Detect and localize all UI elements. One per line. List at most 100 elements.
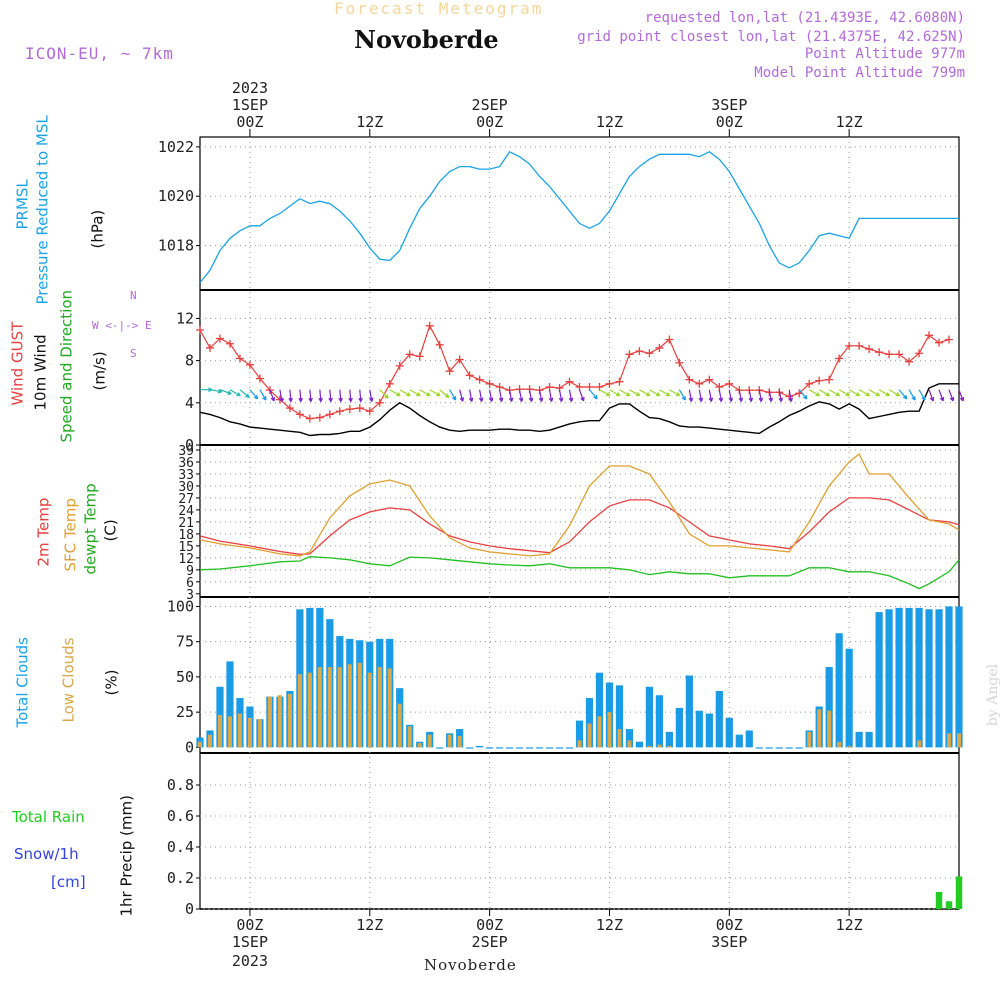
total-cloud-bar-39 (585, 698, 594, 748)
low-cloud-bar-0 (198, 741, 202, 748)
wind-arrow-74 (938, 389, 945, 402)
total-cloud-bar-75 (945, 606, 953, 748)
gust-marker-51 (705, 375, 714, 384)
total-cloud-bar-29 (486, 747, 494, 749)
total-clouds-label: Total Clouds (13, 637, 32, 728)
top-time-label-1: 12Z (356, 113, 383, 131)
top-date-label-4: 3SEP (711, 96, 747, 114)
gust-marker-68 (875, 348, 884, 357)
top-date-label-2: 2SEP (472, 96, 508, 114)
temperature-ytick-label-12: 39 (178, 444, 194, 459)
wind-arrow-64 (838, 389, 851, 397)
wind-arrow-47 (669, 389, 681, 397)
wind-arrow-55 (748, 389, 754, 402)
model-label: ICON-EU, ~ 7km (25, 44, 174, 63)
gust-marker-4 (235, 354, 244, 363)
dewpt-line (199, 556, 960, 590)
wind-arrow-75 (948, 389, 955, 402)
low-cloud-bar-3 (227, 716, 232, 748)
wind-arrow-73 (928, 389, 935, 402)
bottom-time-label-0: 00Z (236, 916, 263, 934)
gust-marker-41 (605, 379, 614, 388)
wind-arrow-28 (478, 389, 484, 402)
low-cloud-bar-15 (347, 664, 352, 748)
bottom-time-label-3: 12Z (596, 916, 623, 934)
wind-arrow-46 (659, 389, 671, 397)
bottom-time-label-4: 00Z (716, 916, 743, 934)
low-cloud-bar-5 (247, 717, 252, 748)
low-cloud-bar-26 (457, 736, 462, 748)
wind-arrow-58 (778, 389, 783, 402)
requested-coords: requested lon,lat (21.4393E, 42.6080N) (644, 10, 965, 26)
gust-marker-24 (435, 340, 444, 349)
total-cloud-bar-60 (795, 747, 803, 749)
top-time-label-2: 00Z (476, 113, 503, 131)
total-cloud-bar-54 (735, 734, 743, 748)
speed-direction-label: Speed and Direction (57, 289, 76, 443)
gust-marker-16 (355, 404, 364, 413)
gust-marker-0 (196, 326, 204, 335)
wind-arrow-13 (328, 389, 333, 402)
total-cloud-bar-46 (655, 695, 663, 748)
pressure-unit-label: (hPa) (88, 209, 107, 249)
temperature-ytick-label-0: 3 (186, 588, 194, 603)
rain-bar-2 (955, 876, 963, 909)
temperature-ytick-label-4: 15 (178, 540, 194, 555)
clouds-ytick-label-0: 0 (185, 738, 194, 756)
gust-marker-5 (245, 360, 254, 369)
precip-ytick-label-4: 0.8 (167, 776, 194, 794)
total-cloud-bar-70 (895, 607, 903, 748)
gust-marker-48 (675, 358, 684, 367)
total-cloud-bar-30 (496, 747, 504, 749)
total-cloud-bar-32 (515, 747, 524, 749)
rain-bar-0 (935, 891, 943, 909)
gust-marker-15 (345, 405, 354, 414)
low-cloud-bar-11 (307, 672, 312, 748)
gust-marker-63 (825, 375, 834, 384)
total-cloud-bar-47 (665, 731, 673, 748)
credit-watermark: by Angel (985, 663, 1000, 727)
wind-ytick-label-1: 4 (185, 394, 194, 412)
wind-arrow-62 (818, 389, 831, 397)
gust-marker-22 (415, 352, 424, 361)
wind-arrow-24 (439, 389, 450, 399)
total-cloud-bar-57 (765, 747, 773, 749)
total-cloud-bar-71 (905, 607, 913, 748)
gust-marker-40 (595, 382, 604, 391)
gust-marker-69 (885, 350, 894, 359)
temperature-ytick-label-3: 12 (178, 552, 194, 567)
gust-marker-61 (805, 379, 814, 388)
gust-marker-14 (335, 407, 344, 416)
wind-arrow-33 (528, 389, 534, 402)
wind-arrow-14 (338, 389, 343, 402)
gust-marker-2 (215, 334, 224, 343)
gust-marker-6 (255, 374, 264, 383)
total-rain-label: Total Rain (12, 808, 85, 826)
pressure-msl-label: Pressure Reduced to MSL (33, 115, 52, 305)
gust-marker-19 (385, 379, 394, 388)
wind-arrow-11 (308, 389, 313, 402)
total-cloud-bar-74 (935, 609, 943, 748)
total-cloud-bar-66 (855, 731, 863, 748)
gust-marker-39 (585, 382, 594, 391)
gust-marker-10 (295, 410, 304, 419)
bottom-time-label-5: 12Z (836, 916, 863, 934)
temperature-ytick-label-11: 36 (178, 456, 194, 471)
gust-marker-74 (935, 338, 944, 347)
wind-ytick-label-3: 12 (176, 309, 194, 327)
wind-arrow-57 (768, 389, 773, 402)
total-cloud-bar-33 (525, 747, 534, 749)
prmsl-line (199, 150, 959, 284)
total-cloud-bar-55 (745, 730, 753, 748)
wind-arrow-41 (609, 389, 621, 397)
temperature-ytick-label-6: 21 (178, 516, 194, 531)
wind-arrow-2 (219, 389, 232, 395)
wind-arrow-69 (888, 389, 900, 397)
total-cloud-bar-34 (535, 747, 544, 749)
low-cloud-bar-46 (657, 744, 662, 748)
total-cloud-bar-72 (915, 607, 923, 748)
low-cloud-bar-76 (957, 733, 961, 748)
wind-arrow-53 (728, 389, 734, 402)
total-cloud-bar-24 (436, 747, 444, 749)
clouds-ytick-label-2: 50 (176, 668, 194, 686)
